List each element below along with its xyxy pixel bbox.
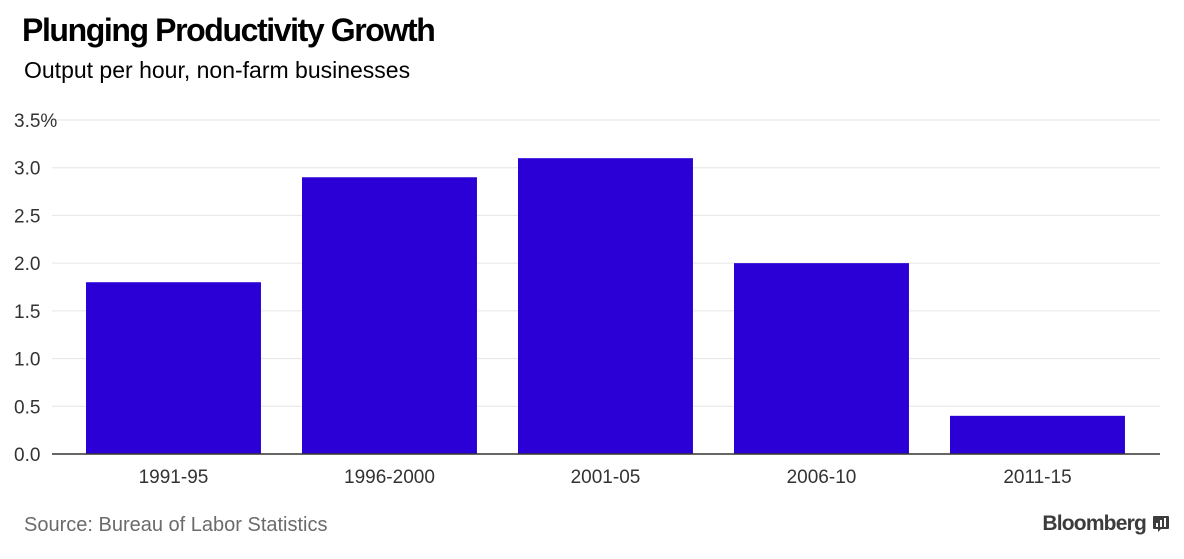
x-tick-label: 2006-10 xyxy=(787,467,857,488)
brand-name: Bloomberg xyxy=(1042,512,1146,535)
bar xyxy=(734,263,909,454)
bar xyxy=(86,282,261,454)
y-tick-label: 1.0 xyxy=(14,350,40,371)
chart-title: Plunging Productivity Growth xyxy=(22,12,436,48)
y-tick-label: 3.0 xyxy=(14,159,40,180)
y-tick-label: 0.5 xyxy=(14,397,40,418)
x-tick-label: 2001-05 xyxy=(571,467,641,488)
x-tick-label: 1991-95 xyxy=(139,467,209,488)
brand-logo: Bloomberg xyxy=(1042,512,1170,536)
x-tick-label: 1996-2000 xyxy=(344,467,435,488)
chart-subtitle: Output per hour, non-farm businesses xyxy=(24,57,411,83)
bar xyxy=(518,158,693,454)
bloomberg-chart-icon xyxy=(1153,516,1169,532)
bar xyxy=(302,177,477,454)
source-note: Source: Bureau of Labor Statistics xyxy=(24,514,328,536)
bar xyxy=(950,415,1125,454)
y-tick-label: 0.0 xyxy=(14,445,40,466)
y-tick-label: 2.5 xyxy=(14,206,40,227)
x-tick-label: 2011-15 xyxy=(1003,467,1071,488)
y-tick-label: 2.0 xyxy=(14,254,40,275)
y-tick-label: 3.5% xyxy=(14,111,57,132)
y-tick-label: 1.5 xyxy=(14,302,40,323)
